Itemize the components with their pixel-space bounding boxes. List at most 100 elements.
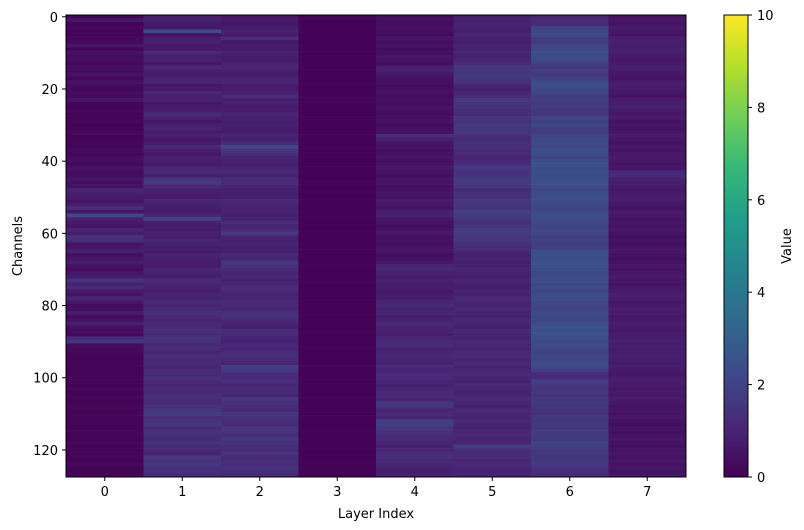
heatmap-cell <box>66 76 144 81</box>
y-tick-label: 40 <box>41 155 58 170</box>
heatmap-cell <box>143 130 222 135</box>
heatmap-cell <box>376 361 454 366</box>
heatmap-cell <box>143 415 222 420</box>
heatmap-cell <box>143 379 222 384</box>
heatmap-cell <box>143 36 222 41</box>
heatmap-cell <box>376 98 454 102</box>
heatmap-cell <box>376 177 454 182</box>
heatmap-cell <box>298 246 377 250</box>
heatmap-cell <box>143 430 222 434</box>
heatmap-cell <box>376 415 454 420</box>
heatmap-cell <box>608 123 687 128</box>
heatmap-cell <box>376 162 454 167</box>
heatmap-cell <box>221 448 299 453</box>
heatmap-cell <box>608 332 687 337</box>
heatmap-cell <box>298 188 377 193</box>
heatmap-cell <box>531 285 609 290</box>
heatmap-cell <box>453 43 532 48</box>
heatmap-cell <box>143 173 222 178</box>
heatmap-cell <box>376 119 454 124</box>
heatmap-cell <box>298 101 377 106</box>
heatmap-cell <box>608 267 687 272</box>
heatmap-cell <box>453 227 532 232</box>
heatmap-cell <box>143 368 222 373</box>
heatmap-cell <box>531 296 609 301</box>
heatmap-cell <box>221 235 299 240</box>
heatmap-cell <box>608 343 687 348</box>
heatmap-cell <box>221 134 299 139</box>
heatmap-cell <box>221 206 299 211</box>
heatmap-cell <box>143 419 222 424</box>
heatmap-cell <box>298 415 377 420</box>
heatmap-cell <box>608 473 687 478</box>
heatmap-cell <box>608 47 687 52</box>
heatmap-cell <box>143 347 222 351</box>
heatmap-cell <box>298 181 377 185</box>
heatmap-cell <box>453 260 532 265</box>
heatmap-cell <box>221 260 299 265</box>
heatmap-cell <box>221 321 299 326</box>
heatmap-cell <box>143 408 222 413</box>
x-tick-label: 4 <box>411 485 419 500</box>
heatmap-cell <box>298 372 377 377</box>
heatmap-cell <box>453 40 532 45</box>
heatmap-cell <box>66 300 144 305</box>
heatmap-cell <box>608 25 687 30</box>
heatmap-cell <box>453 101 532 106</box>
heatmap-cell <box>221 350 299 355</box>
heatmap-cell <box>143 292 222 297</box>
heatmap-cell <box>376 408 454 413</box>
heatmap-cell <box>298 430 377 434</box>
heatmap-cell <box>608 105 687 110</box>
heatmap-cell <box>453 126 532 131</box>
heatmap-cell <box>376 61 454 66</box>
colorbar-tick-label: 2 <box>757 379 765 394</box>
heatmap-cell <box>221 61 299 66</box>
y-tick-label: 100 <box>33 372 58 387</box>
heatmap-cell <box>531 260 609 265</box>
heatmap-cell <box>298 144 377 149</box>
heatmap-cell <box>453 238 532 243</box>
heatmap-cell <box>608 61 687 66</box>
heatmap-cell <box>531 148 609 153</box>
heatmap-cell <box>143 152 222 157</box>
heatmap-cell <box>143 148 222 153</box>
heatmap-cell <box>143 260 222 265</box>
heatmap-cell <box>531 401 609 406</box>
heatmap-cell <box>298 242 377 247</box>
heatmap-cell <box>143 393 222 398</box>
heatmap-cell <box>608 134 687 139</box>
heatmap-cell <box>531 419 609 424</box>
heatmap-cell <box>608 152 687 157</box>
heatmap-cell <box>376 33 454 37</box>
heatmap-cell <box>453 141 532 146</box>
heatmap-cell <box>531 325 609 330</box>
heatmap-cell <box>453 383 532 388</box>
heatmap-cell <box>66 65 144 70</box>
heatmap-cell <box>143 354 222 359</box>
heatmap-cell <box>221 264 299 268</box>
heatmap-cell <box>608 108 687 113</box>
heatmap-cell <box>221 98 299 102</box>
heatmap-cell <box>608 137 687 142</box>
x-axis-label: Layer Index <box>338 507 414 522</box>
heatmap-cell <box>453 267 532 272</box>
heatmap-cell <box>66 383 144 388</box>
heatmap-cell <box>376 466 454 471</box>
heatmap-cell <box>608 162 687 167</box>
heatmap-cell <box>66 307 144 312</box>
heatmap-cell <box>453 72 532 77</box>
heatmap-cell <box>143 202 222 207</box>
heatmap-cell <box>143 412 222 416</box>
heatmap-cell <box>608 40 687 45</box>
heatmap-cell <box>531 383 609 388</box>
heatmap-cell <box>143 274 222 279</box>
heatmap-cell <box>143 357 222 362</box>
heatmap-cell <box>376 422 454 427</box>
heatmap-cell <box>66 310 144 315</box>
heatmap-cell <box>298 401 377 406</box>
heatmap-cell <box>608 54 687 59</box>
heatmap-cell <box>453 361 532 366</box>
heatmap-cell <box>608 217 687 222</box>
heatmap-cell <box>376 134 454 139</box>
